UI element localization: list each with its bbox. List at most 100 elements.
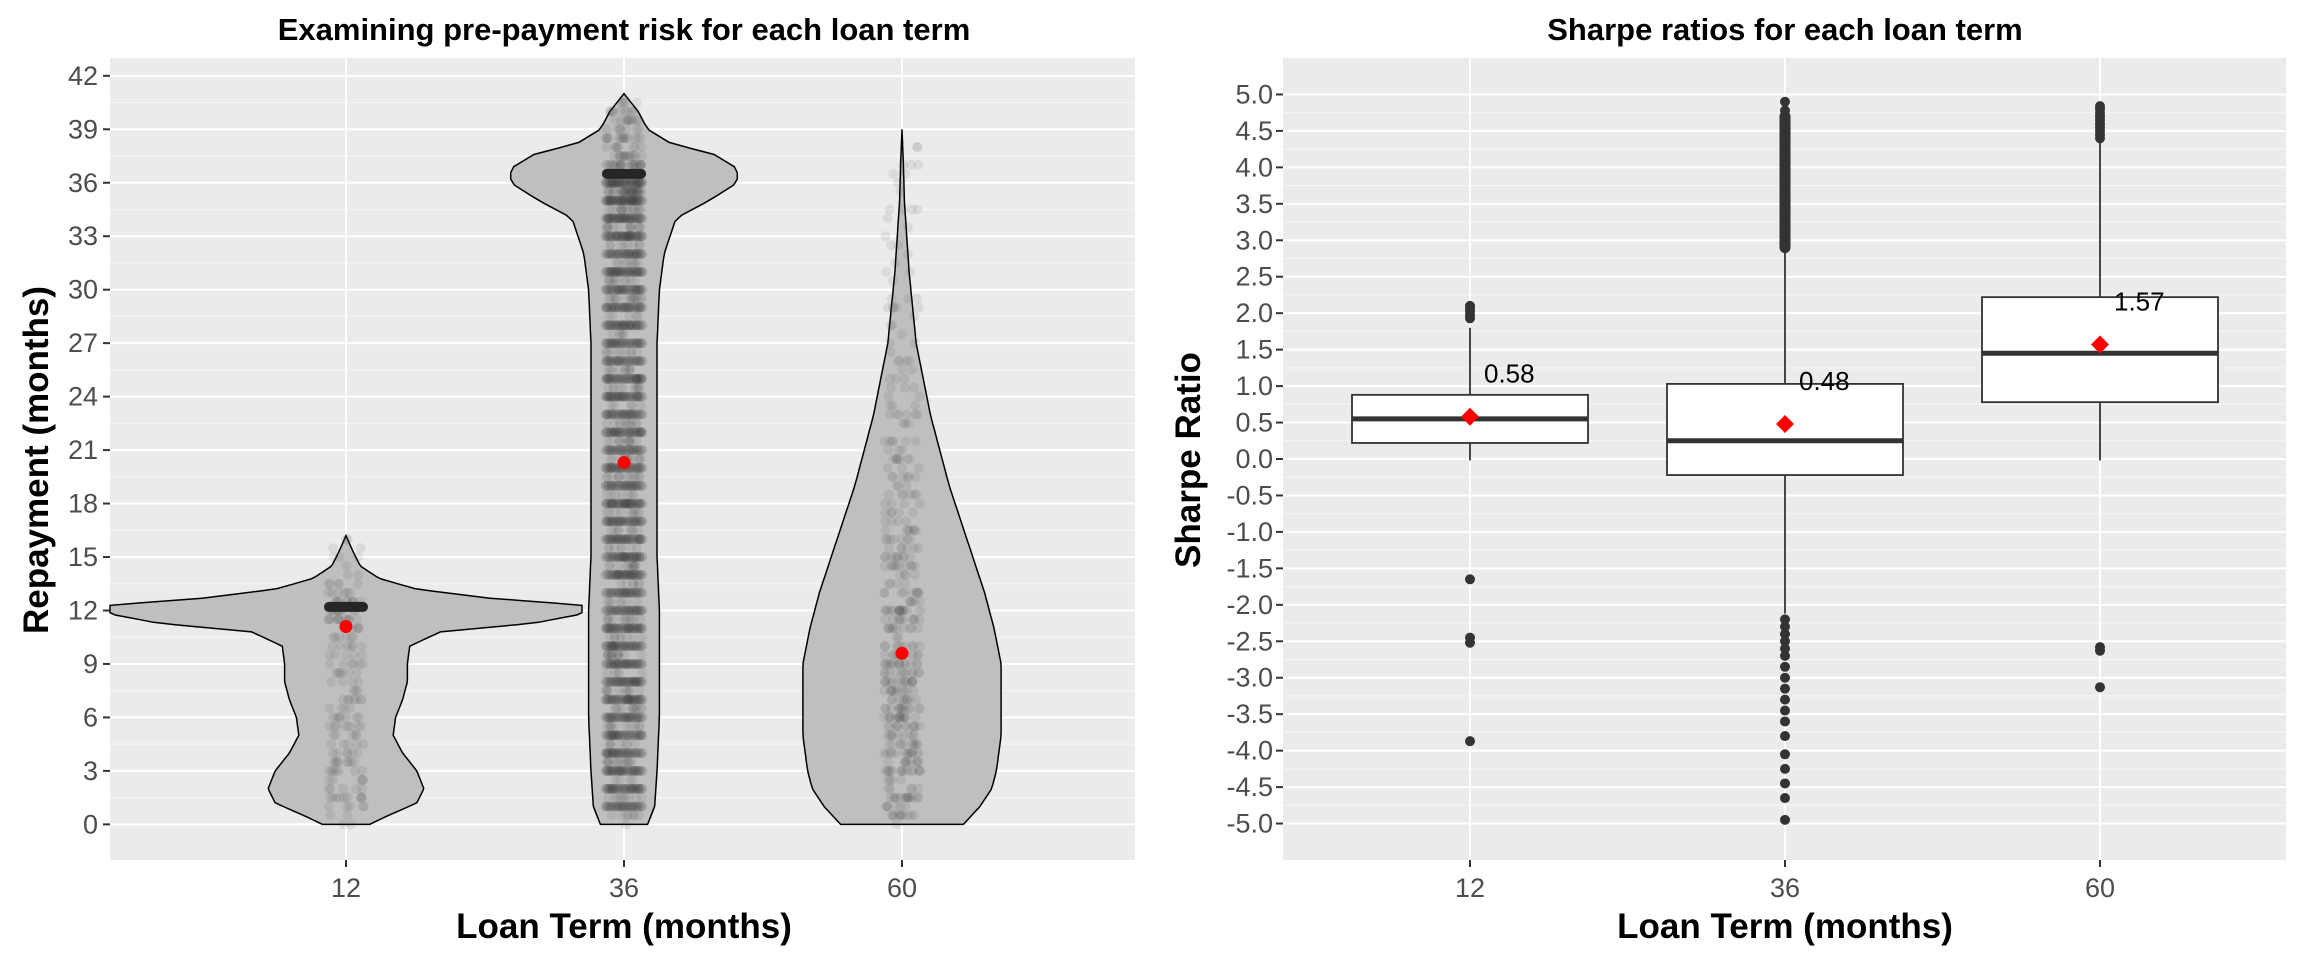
data-point bbox=[631, 418, 642, 429]
data-point bbox=[626, 489, 637, 500]
data-point bbox=[888, 302, 899, 313]
data-point bbox=[612, 231, 623, 242]
data-point bbox=[912, 757, 923, 767]
data-point bbox=[610, 721, 620, 732]
data-point bbox=[602, 409, 613, 420]
data-point bbox=[905, 587, 916, 598]
data-point bbox=[637, 783, 647, 794]
data-point bbox=[617, 133, 628, 144]
data-point bbox=[601, 676, 611, 687]
data-point bbox=[910, 409, 921, 420]
repayment-band bbox=[601, 177, 647, 188]
data-point bbox=[887, 560, 898, 571]
data-point bbox=[604, 275, 615, 286]
data-point bbox=[634, 462, 645, 473]
data-point bbox=[347, 676, 358, 687]
data-point bbox=[634, 382, 645, 393]
data-point bbox=[631, 159, 642, 170]
data-point bbox=[606, 391, 617, 402]
data-point bbox=[630, 106, 640, 117]
data-point bbox=[625, 480, 636, 491]
data-point bbox=[627, 757, 638, 767]
data-point bbox=[894, 712, 905, 723]
data-point bbox=[884, 739, 895, 750]
data-point bbox=[611, 373, 622, 384]
data-point bbox=[637, 498, 647, 509]
data-point bbox=[626, 186, 637, 197]
data-point bbox=[905, 659, 916, 669]
data-point bbox=[625, 783, 636, 794]
data-point bbox=[896, 445, 907, 456]
data-point bbox=[620, 534, 631, 545]
data-point bbox=[609, 338, 620, 349]
data-point bbox=[602, 489, 613, 500]
data-point bbox=[625, 284, 636, 295]
data-point bbox=[606, 810, 617, 821]
data-point bbox=[612, 650, 623, 660]
data-point bbox=[623, 712, 634, 723]
y-tick-label: -4.0 bbox=[1226, 736, 1273, 766]
data-point bbox=[627, 195, 638, 206]
data-point bbox=[615, 204, 626, 215]
data-point bbox=[601, 418, 612, 429]
data-point bbox=[612, 560, 623, 571]
data-point bbox=[890, 712, 901, 723]
data-point bbox=[628, 159, 639, 170]
data-point bbox=[619, 151, 630, 161]
data-point bbox=[890, 552, 901, 562]
data-point bbox=[606, 436, 617, 447]
data-point bbox=[630, 471, 641, 482]
data-point bbox=[900, 168, 911, 179]
data-point bbox=[630, 133, 640, 144]
data-point bbox=[612, 587, 623, 598]
data-point bbox=[617, 231, 628, 242]
data-point bbox=[625, 159, 636, 170]
data-point bbox=[623, 641, 634, 652]
data-point bbox=[603, 195, 614, 206]
data-point bbox=[601, 605, 611, 616]
data-point bbox=[610, 507, 621, 518]
data-point bbox=[606, 641, 617, 652]
data-point bbox=[619, 177, 629, 188]
data-point bbox=[631, 641, 642, 652]
data-point bbox=[625, 569, 636, 580]
data-point bbox=[879, 712, 889, 723]
data-point bbox=[603, 694, 614, 705]
data-point bbox=[629, 739, 640, 750]
data-point bbox=[614, 266, 625, 277]
data-point bbox=[603, 650, 614, 660]
y-tick-label: 5.0 bbox=[1235, 79, 1273, 109]
data-point bbox=[601, 801, 611, 812]
data-point bbox=[625, 320, 636, 331]
data-point bbox=[623, 810, 634, 821]
data-point bbox=[634, 231, 645, 242]
data-point bbox=[601, 213, 611, 224]
y-tick-label: -2.5 bbox=[1226, 626, 1273, 656]
data-point bbox=[621, 204, 632, 215]
data-point bbox=[637, 641, 647, 652]
data-point bbox=[619, 115, 630, 126]
data-point bbox=[614, 338, 625, 349]
data-point bbox=[888, 454, 899, 464]
data-point bbox=[604, 730, 614, 741]
data-point bbox=[352, 578, 363, 589]
data-point bbox=[612, 302, 623, 313]
data-point bbox=[601, 373, 611, 384]
data-point bbox=[913, 159, 924, 170]
data-point bbox=[330, 650, 341, 660]
data-point bbox=[609, 266, 620, 277]
data-point bbox=[625, 249, 636, 259]
data-point bbox=[614, 231, 625, 242]
data-point bbox=[620, 364, 631, 375]
data-point bbox=[611, 177, 622, 188]
data-point bbox=[607, 641, 618, 652]
data-point bbox=[601, 757, 612, 767]
data-point bbox=[896, 534, 907, 545]
data-point bbox=[603, 552, 614, 562]
data-point bbox=[328, 774, 339, 785]
data-point bbox=[631, 498, 642, 509]
outlier-point bbox=[1780, 763, 1790, 774]
data-point bbox=[625, 765, 636, 776]
data-point bbox=[625, 302, 636, 313]
data-point bbox=[606, 445, 617, 456]
